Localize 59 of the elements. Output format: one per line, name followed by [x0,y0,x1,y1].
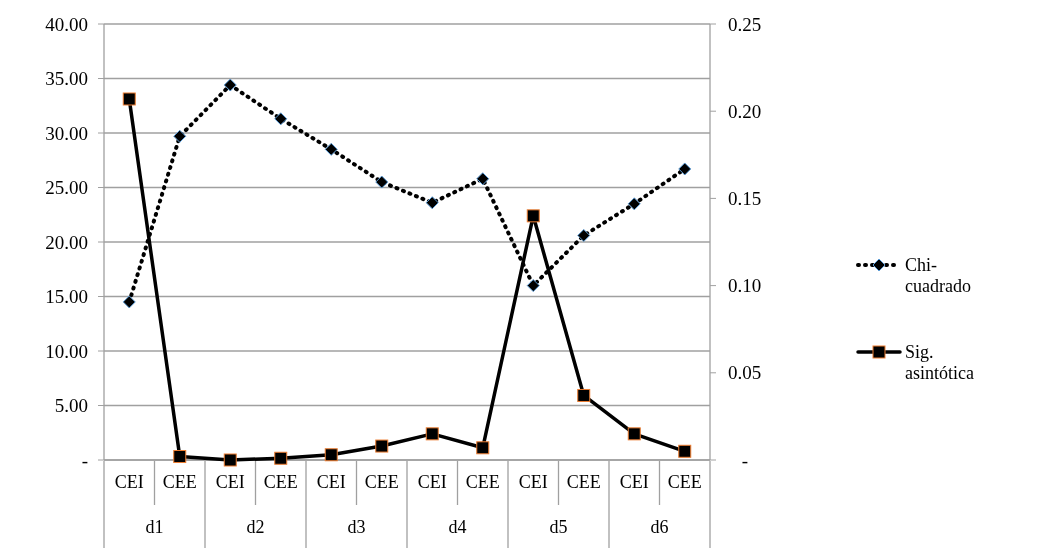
y-tick-label: 35.00 [45,68,88,90]
text: d5 [549,517,568,538]
text: d1 [145,517,164,538]
y-tick-label: 15.00 [45,286,88,308]
point [324,448,338,462]
x-tick-label: CEE [465,472,500,493]
y-tick-label: 40.00 [45,13,88,35]
point [678,444,692,458]
text: d4 [448,517,467,538]
y2-tick-label: - [741,449,749,471]
x-tick-label: CEI [518,472,548,493]
y-tick-label: 30.00 [45,122,88,144]
point [274,451,288,465]
y-tick-label: 20.00 [45,231,88,253]
point [526,279,540,293]
y2-tick-label: 0.15 [728,188,762,210]
y2-tick-label: 0.05 [728,362,762,384]
y2-tick-label: 0.25 [728,13,762,35]
point [173,450,187,464]
text: d3 [347,517,366,538]
x-tick-label: CEE [263,472,298,493]
point [223,453,237,467]
point [678,162,692,176]
x-tick-label: CEE [162,472,197,493]
x-tick-label: CEI [417,472,447,493]
x-tick-label: CEI [619,472,649,493]
y2-tick-label: 0.20 [728,100,762,122]
point [425,427,439,441]
point [375,439,389,453]
y-tick-label: - [81,449,88,471]
point [577,228,591,242]
text: d6 [650,517,669,538]
point [476,441,490,455]
point [274,112,288,126]
x-tick-label: CEI [215,472,245,493]
x-tick-label: CEE [364,472,399,493]
point [577,388,591,402]
x-tick-label: CEI [114,472,144,493]
x-tick-label: CEE [667,472,702,493]
point [173,129,187,143]
text: d2 [246,517,265,538]
x-tick-label: CEI [316,472,346,493]
point [122,295,136,309]
point [223,78,237,92]
point [324,142,338,156]
y-tick-label: 25.00 [45,177,88,199]
y-tick-label: 5.00 [54,395,88,417]
point [627,197,641,211]
y2-tick-label: 0.10 [728,275,762,297]
point [627,427,641,441]
legend-label: Chi-cuadrado [905,255,971,296]
x-tick-label: CEE [566,472,601,493]
point [425,196,439,210]
point [375,175,389,189]
y-tick-label: 10.00 [45,340,88,362]
point [122,92,136,106]
legend-label: Sig. asintótica [905,342,974,383]
point [526,209,540,223]
point [476,172,490,186]
